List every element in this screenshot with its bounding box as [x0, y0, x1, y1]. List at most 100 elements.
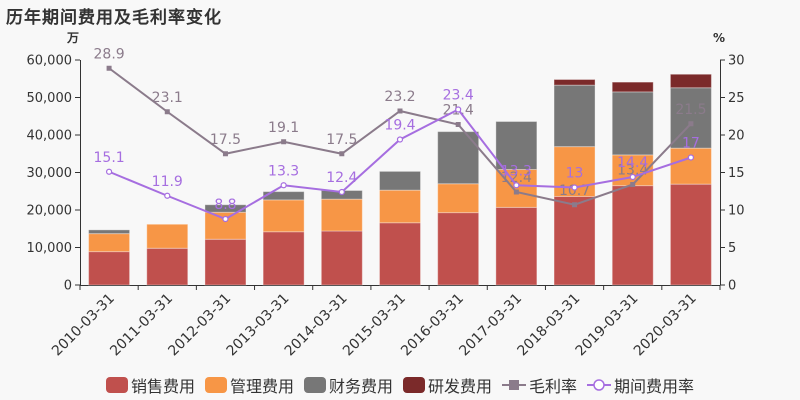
expense-rate-value-label: 13.3 [501, 163, 532, 179]
bar-segment-sales[interactable] [88, 251, 131, 286]
bar-stack[interactable] [88, 229, 131, 286]
expense-rate-value-label: 11.9 [152, 174, 183, 190]
expense-rate-value-label: 23.4 [443, 88, 474, 104]
gross-margin-marker[interactable] [222, 151, 228, 157]
gross-margin-marker[interactable] [397, 108, 403, 114]
gross-margin-value-label: 19.1 [268, 120, 299, 136]
expense-rate-marker[interactable] [396, 136, 404, 143]
bar-segment-admin[interactable] [320, 198, 363, 232]
expense-rate-marker[interactable] [571, 184, 578, 191]
bar-segment-finance[interactable] [88, 229, 131, 235]
right-axis-tick: 0 [728, 279, 736, 294]
bar-segment-admin[interactable] [379, 189, 421, 224]
expense-rate-marker[interactable] [338, 188, 345, 196]
bar-stack[interactable] [553, 79, 596, 286]
bar-segment-rd[interactable] [553, 79, 596, 86]
bar-stack[interactable] [611, 81, 654, 286]
bar-segment-rd[interactable] [611, 81, 654, 93]
left-axis-tick: 20,000 [27, 204, 73, 219]
legend-item-rd[interactable]: 研发费用 [403, 373, 492, 397]
bar-stack[interactable] [262, 191, 305, 286]
legend-item-sales[interactable]: 销售费用 [105, 373, 195, 397]
expense-rate-value-label: 13 [566, 166, 584, 182]
bar-segment-finance[interactable] [437, 131, 480, 185]
gross-margin-value-label: 21.5 [675, 102, 706, 118]
legend-label: 毛利率 [529, 377, 578, 396]
gross-margin-marker[interactable] [281, 139, 287, 145]
legend-line-square-icon [502, 380, 527, 390]
legend-line-circle-icon [587, 379, 612, 391]
expense-rate-marker[interactable] [513, 182, 520, 189]
bar-stack[interactable] [379, 170, 421, 286]
bar-segment-sales[interactable] [611, 185, 654, 286]
expense-rate-marker[interactable] [629, 173, 636, 181]
bar-stack[interactable] [146, 223, 189, 286]
bar-segment-admin[interactable] [262, 199, 305, 233]
expense-rate-value-label: 12.4 [326, 170, 357, 186]
bar-segment-admin[interactable] [88, 233, 131, 253]
bar-stack[interactable] [669, 73, 712, 286]
bar-segment-sales[interactable] [204, 238, 247, 286]
gross-margin-marker[interactable] [339, 151, 345, 157]
legend-item-finance[interactable]: 财务费用 [303, 373, 393, 397]
gross-margin-value-label: 23.1 [152, 90, 183, 106]
legend-label: 销售费用 [130, 377, 195, 396]
expense-rate-marker[interactable] [222, 215, 229, 223]
bar-segment-sales[interactable] [669, 183, 712, 286]
gross-margin-value-label: 17.5 [326, 132, 357, 148]
bar-stack[interactable] [495, 121, 538, 286]
legend-label: 财务费用 [328, 377, 393, 396]
right-axis-tick: 25 [728, 91, 745, 106]
gross-margin-value-label: 23.2 [384, 89, 415, 105]
gross-margin-marker[interactable] [455, 122, 461, 127]
expense-rate-marker[interactable] [164, 192, 171, 199]
legend-swatch-icon [303, 377, 326, 393]
bar-segment-finance[interactable] [262, 191, 305, 201]
expense-rate-marker[interactable] [455, 106, 462, 113]
legend-item-admin[interactable]: 管理费用 [204, 373, 294, 397]
gross-margin-marker[interactable] [688, 121, 694, 127]
gross-margin-marker[interactable] [572, 202, 578, 208]
gross-margin-marker[interactable] [106, 65, 112, 71]
bar-segment-sales[interactable] [553, 196, 596, 286]
bar-segment-sales[interactable] [437, 212, 480, 286]
bar-segment-finance[interactable] [669, 87, 712, 149]
left-axis-unit: 万 [66, 31, 79, 45]
expense-rate-marker[interactable] [280, 182, 287, 189]
bar-segment-finance[interactable] [204, 204, 247, 213]
left-axis-tick: 30,000 [27, 166, 73, 181]
bar-segment-finance[interactable] [553, 84, 596, 148]
bar-segment-admin[interactable] [437, 183, 480, 214]
bar-segment-admin[interactable] [146, 223, 189, 249]
expense-rate-marker[interactable] [687, 154, 695, 161]
expense-rate-value-label: 14.4 [617, 155, 648, 171]
bar-segment-admin[interactable] [669, 147, 712, 185]
gross-margin-marker[interactable] [513, 189, 519, 195]
bar-segment-sales[interactable] [146, 247, 189, 286]
gross-margin-value-label: 28.9 [94, 46, 125, 62]
bar-segment-sales[interactable] [262, 231, 305, 286]
bar-segment-sales[interactable] [379, 222, 421, 286]
left-axis-tick: 60,000 [27, 54, 73, 69]
bar-segment-rd[interactable] [669, 73, 712, 89]
left-axis-tick: 0 [64, 279, 72, 294]
left-axis-tick: 40,000 [27, 129, 73, 144]
legend-item-expense_rate[interactable]: 期间费用率 [587, 373, 694, 397]
legend-label: 研发费用 [428, 377, 493, 396]
expense-rate-marker[interactable] [105, 168, 113, 175]
bar-stack[interactable] [320, 190, 363, 286]
left-axis-tick: 10,000 [27, 241, 73, 256]
bar-segment-finance[interactable] [495, 121, 538, 170]
legend-item-gross_margin[interactable]: 毛利率 [502, 373, 577, 397]
right-axis-tick: 20 [728, 129, 745, 144]
gross-margin-marker[interactable] [630, 182, 636, 187]
bar-segment-finance[interactable] [611, 91, 654, 156]
bar-segment-finance[interactable] [379, 170, 421, 191]
legend-label: 期间费用率 [614, 377, 695, 396]
gross-margin-marker[interactable] [164, 109, 170, 115]
right-axis-tick: 15 [728, 166, 745, 181]
bar-segment-sales[interactable] [320, 230, 363, 286]
bar-segment-sales[interactable] [495, 206, 538, 286]
expense-rate-value-label: 17 [682, 136, 700, 152]
bar-stack[interactable] [437, 131, 480, 286]
